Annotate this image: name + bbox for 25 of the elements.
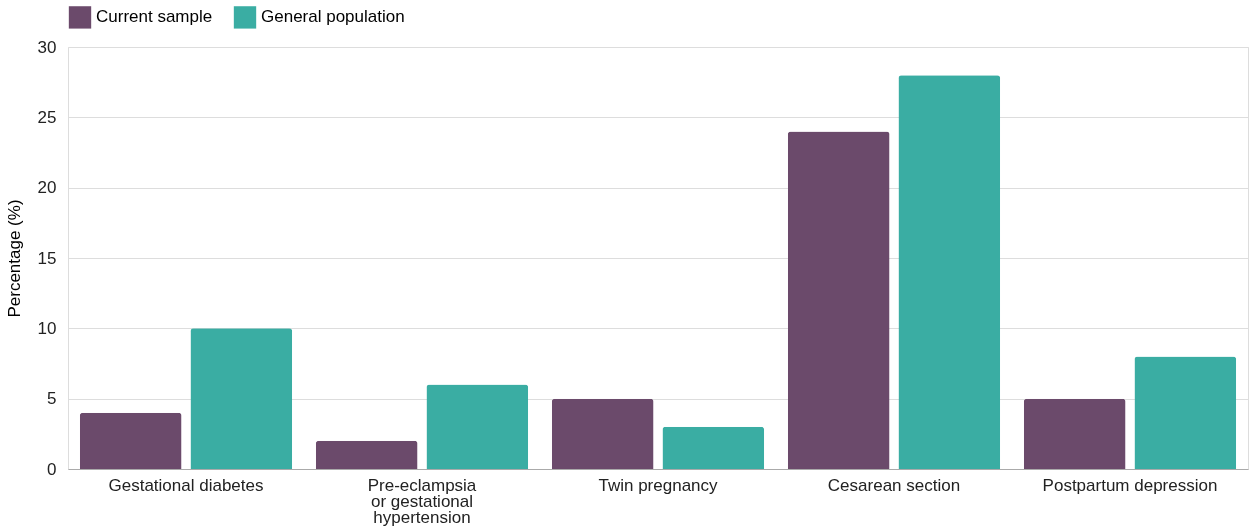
bar <box>1023 398 1126 469</box>
y-tick-label: 5 <box>47 389 57 409</box>
legend-label: Current sample <box>96 7 213 27</box>
y-tick-label: 10 <box>37 318 57 338</box>
y-tick-label: 20 <box>37 178 57 198</box>
y-tick-label: 0 <box>47 459 57 479</box>
y-axis-title: Percentage (%) <box>4 199 24 318</box>
bar <box>551 398 654 469</box>
y-tick-label: 30 <box>37 37 57 57</box>
legend-label: General population <box>261 7 405 27</box>
bar <box>662 426 765 469</box>
x-tick-label: Gestational diabetes <box>108 475 264 495</box>
bar <box>315 440 418 469</box>
bar <box>1134 356 1237 469</box>
bar <box>426 384 529 469</box>
y-tick-label: 15 <box>37 248 57 268</box>
x-tick-label: Pre-eclampsia or gestational hypertension <box>367 475 477 527</box>
y-tick-label: 25 <box>37 107 57 127</box>
bar <box>190 328 293 469</box>
x-tick-label: Postpartum depression <box>1042 475 1218 495</box>
bar <box>787 131 890 469</box>
bar <box>79 412 182 469</box>
x-tick-label: Cesarean section <box>827 475 961 495</box>
x-tick-label: Twin pregnancy <box>598 475 719 495</box>
bar <box>898 75 1001 469</box>
